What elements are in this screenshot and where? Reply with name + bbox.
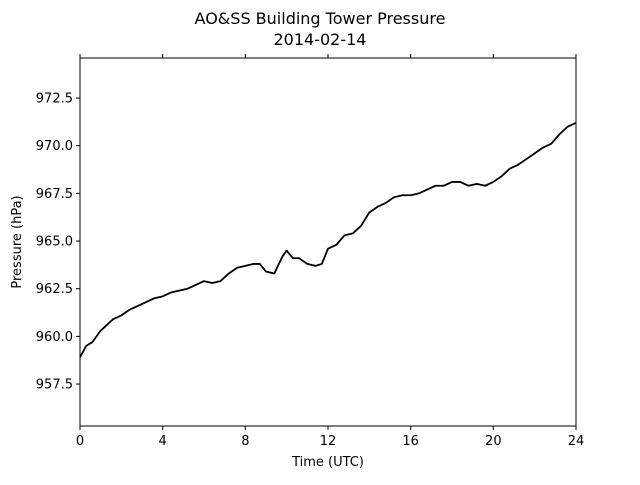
y-tick-label: 972.5 bbox=[36, 92, 73, 107]
x-tick-label: 4 bbox=[159, 434, 167, 449]
y-tick-label: 967.5 bbox=[36, 187, 73, 202]
x-tick-label: 8 bbox=[241, 434, 249, 449]
chart-subtitle: 2014-02-14 bbox=[274, 30, 367, 49]
plot-frame bbox=[79, 57, 577, 427]
y-tick-label: 962.5 bbox=[36, 282, 73, 297]
series-layer bbox=[79, 122, 577, 358]
x-tick-label: 16 bbox=[402, 434, 419, 449]
x-tick-label: 24 bbox=[568, 434, 585, 449]
y-tick-label: 970.0 bbox=[36, 139, 73, 154]
x-tick-label: 20 bbox=[485, 434, 502, 449]
y-tick-label: 960.0 bbox=[36, 330, 73, 345]
y-axis: 957.5 960.0 962.5 965.0 967.5 970.0 972.5 bbox=[36, 92, 80, 393]
x-axis-label: Time (UTC) bbox=[291, 455, 364, 470]
x-tick-label: 0 bbox=[76, 434, 84, 449]
y-axis-label: Pressure (hPa) bbox=[10, 195, 25, 288]
pressure-series-line bbox=[79, 122, 577, 358]
x-axis: 0 4 8 12 16 20 24 bbox=[76, 54, 584, 449]
y-tick-label: 965.0 bbox=[36, 235, 73, 250]
x-tick-label: 12 bbox=[320, 434, 337, 449]
y-tick-label: 957.5 bbox=[36, 378, 73, 393]
chart-title: AO&SS Building Tower Pressure bbox=[195, 9, 446, 28]
